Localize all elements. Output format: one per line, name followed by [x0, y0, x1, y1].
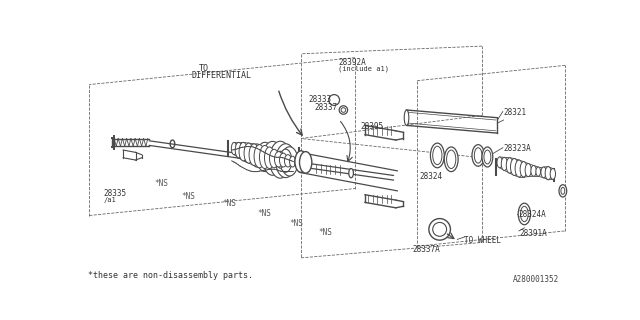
Ellipse shape: [280, 149, 292, 172]
Ellipse shape: [276, 144, 296, 178]
Text: 28337: 28337: [314, 103, 337, 112]
Ellipse shape: [269, 141, 291, 178]
Text: 28391A: 28391A: [520, 228, 547, 237]
Text: /a1: /a1: [103, 197, 116, 203]
Text: 28323A: 28323A: [504, 144, 531, 153]
Text: 28321: 28321: [504, 108, 527, 117]
Ellipse shape: [550, 169, 556, 179]
Ellipse shape: [482, 147, 493, 167]
Ellipse shape: [525, 164, 531, 177]
Text: *NS: *NS: [155, 179, 168, 188]
Ellipse shape: [404, 110, 409, 125]
Ellipse shape: [559, 185, 566, 197]
Text: DIFFERENTIAL: DIFFERENTIAL: [192, 71, 252, 80]
Ellipse shape: [518, 203, 531, 225]
Ellipse shape: [257, 142, 273, 172]
Ellipse shape: [243, 145, 252, 162]
Text: TO WHEEL: TO WHEEL: [464, 236, 501, 245]
Ellipse shape: [244, 143, 253, 163]
Ellipse shape: [484, 150, 491, 164]
Text: A280001352: A280001352: [513, 275, 559, 284]
Ellipse shape: [249, 144, 259, 165]
Ellipse shape: [531, 165, 536, 176]
Ellipse shape: [541, 167, 547, 178]
Ellipse shape: [289, 156, 296, 167]
Ellipse shape: [264, 147, 275, 169]
Ellipse shape: [285, 155, 291, 167]
Ellipse shape: [444, 147, 458, 172]
Ellipse shape: [545, 167, 551, 180]
Ellipse shape: [501, 157, 508, 171]
Ellipse shape: [515, 160, 523, 177]
Ellipse shape: [329, 95, 340, 105]
Text: 28335: 28335: [103, 189, 126, 198]
Text: *these are non-disassembly parts.: *these are non-disassembly parts.: [88, 271, 253, 280]
Text: *NS: *NS: [257, 210, 271, 219]
Text: 28337A: 28337A: [413, 245, 440, 254]
Ellipse shape: [520, 206, 528, 222]
Ellipse shape: [349, 169, 353, 178]
Ellipse shape: [232, 142, 237, 155]
Ellipse shape: [269, 149, 279, 168]
Ellipse shape: [294, 158, 300, 167]
Ellipse shape: [474, 148, 482, 163]
Text: (include a1): (include a1): [338, 65, 389, 72]
Ellipse shape: [280, 153, 287, 167]
Text: 28333: 28333: [308, 95, 332, 104]
Ellipse shape: [497, 157, 502, 168]
Ellipse shape: [262, 141, 283, 175]
Ellipse shape: [239, 142, 248, 161]
Ellipse shape: [236, 142, 242, 158]
Ellipse shape: [511, 158, 518, 175]
Ellipse shape: [331, 97, 337, 103]
Ellipse shape: [300, 152, 312, 173]
Ellipse shape: [275, 152, 283, 167]
Ellipse shape: [281, 147, 298, 176]
Ellipse shape: [276, 151, 284, 168]
Ellipse shape: [433, 146, 442, 165]
Text: 28324: 28324: [420, 172, 443, 181]
Text: 28392A: 28392A: [338, 59, 366, 68]
Ellipse shape: [431, 143, 444, 168]
Ellipse shape: [433, 222, 447, 236]
Text: *NS: *NS: [289, 219, 303, 228]
Ellipse shape: [236, 146, 243, 158]
Text: TO: TO: [198, 64, 209, 73]
Ellipse shape: [520, 162, 527, 177]
Text: *NS: *NS: [318, 228, 332, 237]
Ellipse shape: [341, 108, 346, 112]
Ellipse shape: [472, 145, 484, 166]
Ellipse shape: [254, 145, 265, 168]
Ellipse shape: [561, 188, 564, 194]
Ellipse shape: [339, 106, 348, 114]
Text: *NS: *NS: [182, 192, 196, 201]
Text: *NS: *NS: [223, 199, 236, 208]
Text: 28324A: 28324A: [518, 210, 546, 219]
Ellipse shape: [447, 150, 456, 169]
Ellipse shape: [259, 145, 270, 169]
Ellipse shape: [506, 158, 513, 173]
Ellipse shape: [295, 151, 307, 172]
Ellipse shape: [251, 144, 263, 167]
Ellipse shape: [429, 219, 451, 240]
Ellipse shape: [536, 167, 541, 176]
Text: 28395: 28395: [360, 122, 383, 131]
